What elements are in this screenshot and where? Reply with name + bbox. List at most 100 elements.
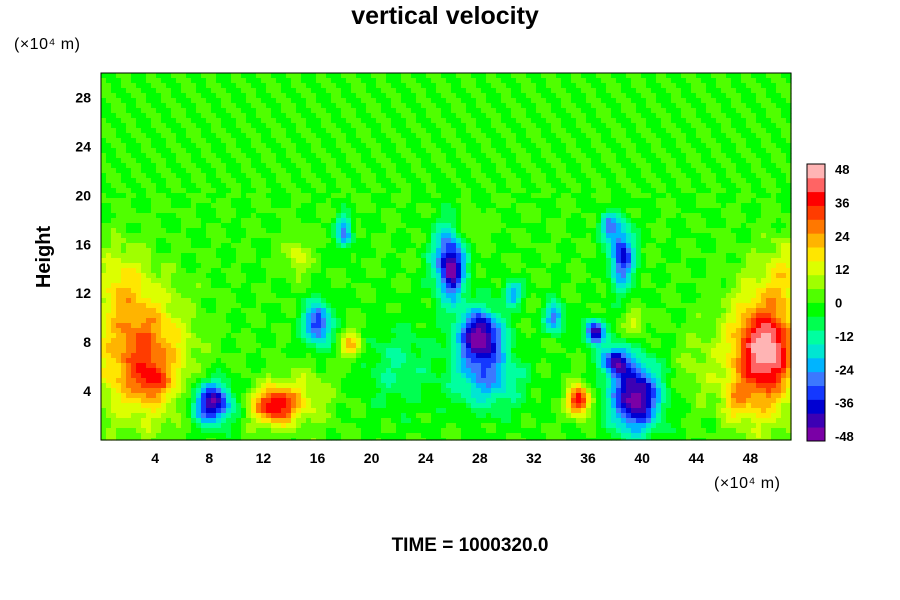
- heatmap-cell: [561, 123, 567, 129]
- heatmap-cell: [711, 123, 717, 129]
- heatmap-cell: [661, 83, 667, 89]
- heatmap-cell: [216, 103, 222, 109]
- heatmap-cell: [211, 93, 217, 99]
- heatmap-cell: [546, 243, 552, 249]
- heatmap-cell: [541, 203, 547, 209]
- heatmap-cell: [356, 148, 362, 154]
- heatmap-cell: [291, 203, 297, 209]
- heatmap-cell: [576, 73, 582, 79]
- heatmap-cell: [511, 88, 517, 94]
- heatmap-cell: [331, 83, 337, 89]
- heatmap-cell: [346, 128, 352, 134]
- heatmap-cell: [146, 128, 152, 134]
- heatmap-cell: [261, 238, 267, 244]
- heatmap-cell: [401, 103, 407, 109]
- heatmap-cell: [126, 128, 132, 134]
- heatmap-cell: [591, 198, 597, 204]
- heatmap-cell: [131, 128, 137, 134]
- heatmap-cell: [191, 128, 197, 134]
- heatmap-cell: [601, 143, 607, 149]
- heatmap-cell: [191, 98, 197, 104]
- heatmap-cell: [636, 198, 642, 204]
- heatmap-cell: [551, 73, 557, 79]
- heatmap-cell: [111, 133, 117, 139]
- heatmap-cell: [601, 203, 607, 209]
- heatmap-cell: [151, 133, 157, 139]
- heatmap-cell: [586, 158, 592, 164]
- heatmap-cell: [291, 108, 297, 114]
- heatmap-cell: [516, 238, 522, 244]
- heatmap-cell: [736, 88, 742, 94]
- heatmap-cell: [376, 108, 382, 114]
- heatmap-cell: [481, 143, 487, 149]
- heatmap-cell: [241, 188, 247, 194]
- heatmap-cell: [706, 88, 712, 94]
- heatmap-cell: [636, 128, 642, 134]
- heatmap-cell: [291, 143, 297, 149]
- heatmap-cell: [191, 78, 197, 84]
- heatmap-cell: [176, 213, 182, 219]
- heatmap-cell: [401, 123, 407, 129]
- heatmap-cell: [461, 223, 467, 229]
- heatmap-cell: [196, 203, 202, 209]
- heatmap-cell: [651, 83, 657, 89]
- heatmap-cell: [571, 233, 577, 239]
- heatmap-cell: [581, 113, 587, 119]
- heatmap-cell: [531, 208, 537, 214]
- heatmap-cell: [326, 78, 332, 84]
- heatmap-cell: [366, 198, 372, 204]
- heatmap-cell: [316, 213, 322, 219]
- heatmap-cell: [426, 213, 432, 219]
- heatmap-cell: [411, 203, 417, 209]
- heatmap-cell: [291, 243, 297, 249]
- heatmap-cell: [261, 243, 267, 249]
- heatmap-cell: [476, 163, 482, 169]
- heatmap-cell: [281, 233, 287, 239]
- heatmap-cell: [256, 243, 262, 249]
- heatmap-cell: [441, 188, 447, 194]
- heatmap-cell: [511, 133, 517, 139]
- heatmap-cell: [436, 148, 442, 154]
- heatmap-cell: [436, 108, 442, 114]
- heatmap-cell: [401, 163, 407, 169]
- heatmap-cell: [311, 123, 317, 129]
- heatmap-cell: [501, 178, 507, 184]
- heatmap-cell: [466, 163, 472, 169]
- heatmap-cell: [586, 148, 592, 154]
- heatmap-cell: [236, 93, 242, 99]
- heatmap-cell: [231, 208, 237, 214]
- heatmap-cell: [366, 78, 372, 84]
- heatmap-cell: [441, 163, 447, 169]
- heatmap-cell: [166, 143, 172, 149]
- heatmap-cell: [326, 193, 332, 199]
- heatmap-cell: [126, 188, 132, 194]
- heatmap-cell: [746, 173, 752, 179]
- heatmap-cell: [151, 188, 157, 194]
- heatmap-cell: [281, 203, 287, 209]
- heatmap-cell: [391, 108, 397, 114]
- heatmap-cell: [561, 88, 567, 94]
- heatmap-cell: [196, 133, 202, 139]
- heatmap-cell: [616, 153, 622, 159]
- heatmap-cell: [231, 98, 237, 104]
- heatmap-cell: [486, 153, 492, 159]
- heatmap-cell: [471, 143, 477, 149]
- heatmap-cell: [246, 223, 252, 229]
- heatmap-cell: [241, 118, 247, 124]
- heatmap-cell: [651, 153, 657, 159]
- heatmap-cell: [176, 138, 182, 144]
- heatmap-cell: [466, 233, 472, 239]
- heatmap-cell: [381, 173, 387, 179]
- heatmap-cell: [111, 153, 117, 159]
- heatmap-cell: [166, 123, 172, 129]
- heatmap-cell: [471, 243, 477, 249]
- heatmap-cell: [661, 108, 667, 114]
- heatmap-cell: [256, 128, 262, 134]
- heatmap-cell: [431, 153, 437, 159]
- heatmap-cell: [601, 73, 607, 79]
- heatmap-cell: [786, 163, 792, 169]
- heatmap-cell: [551, 223, 557, 229]
- heatmap-cell: [746, 183, 752, 189]
- heatmap-cell: [521, 213, 527, 219]
- heatmap-cell: [486, 128, 492, 134]
